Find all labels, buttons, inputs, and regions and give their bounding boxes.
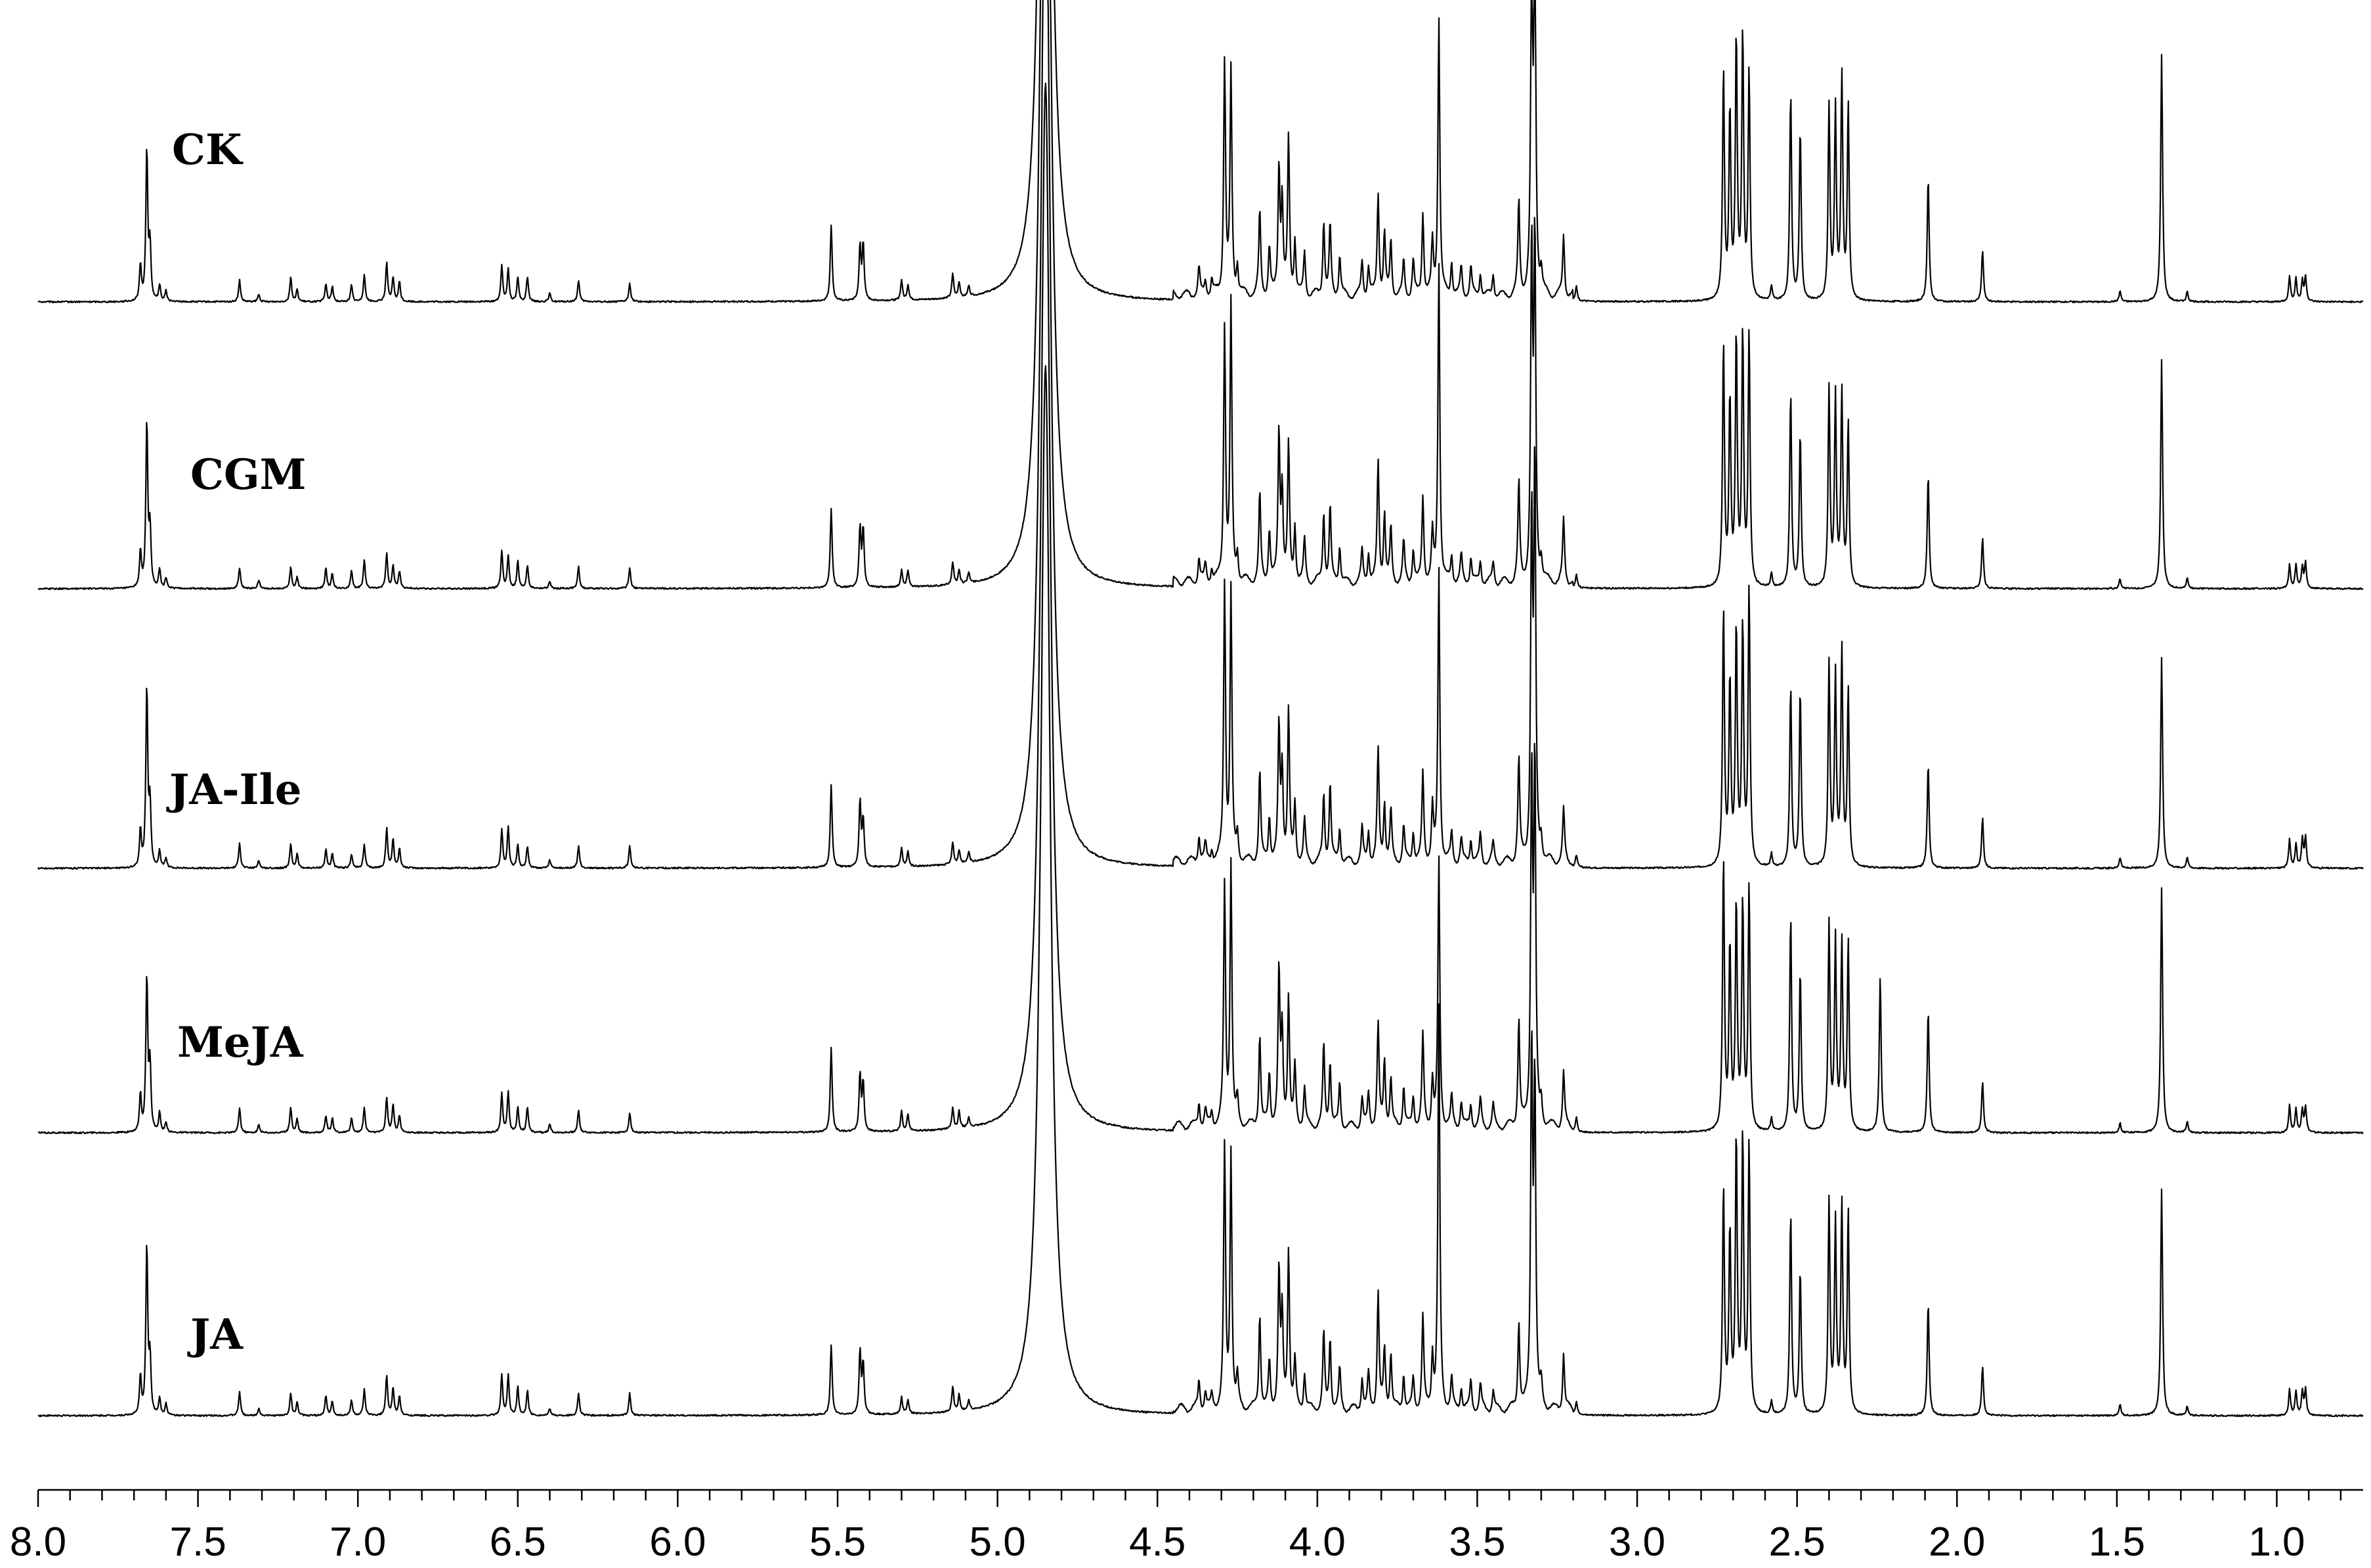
- series-label-meja: MeJA: [177, 1018, 304, 1067]
- x-tick-label: 8.0: [10, 1519, 66, 1565]
- x-tick-label: 1.0: [2248, 1519, 2305, 1565]
- x-tick-label: 7.5: [170, 1519, 226, 1565]
- spectrum-trace-ck: [37, 0, 2364, 304]
- x-tick-label: 3.0: [1609, 1519, 1665, 1565]
- spectrum-labels: CK CGM JA-Ile MeJA JA: [166, 125, 306, 1359]
- series-label-ja: JA: [187, 1310, 244, 1359]
- x-tick-label: 1.5: [2089, 1519, 2145, 1565]
- x-tick-label: 4.5: [1129, 1519, 1186, 1565]
- x-tick-label: 2.0: [1929, 1519, 1985, 1565]
- x-tick-label: 5.0: [970, 1519, 1026, 1565]
- x-tick-label: 3.5: [1449, 1519, 1505, 1565]
- spectrum-traces: [37, 0, 2364, 1418]
- x-tick-label: 4.0: [1289, 1519, 1346, 1565]
- x-tick-label: 2.5: [1769, 1519, 1826, 1565]
- x-tick-label: 6.5: [490, 1519, 546, 1565]
- spectrum-trace-ja: [37, 365, 2364, 1418]
- x-tick-label: 7.0: [330, 1519, 386, 1565]
- series-label-ck: CK: [172, 125, 244, 175]
- series-label-cgm: CGM: [190, 450, 306, 499]
- x-axis: 8.0 7.5 7.0 6.5 6.0 5.5 5.0 4.5 4.0 3.5 3.0 2.5 2.0 1…: [10, 1489, 2363, 1565]
- spectrum-trace-meja: [37, 82, 2364, 1135]
- x-tick-label: 5.5: [809, 1519, 866, 1565]
- spectrum-trace-cgm: [37, 0, 2364, 591]
- x-tick-label: 6.0: [649, 1519, 706, 1565]
- spectrum-trace-ja-ile: [37, 0, 2364, 870]
- series-label-ja-ile: JA-Ile: [166, 765, 301, 815]
